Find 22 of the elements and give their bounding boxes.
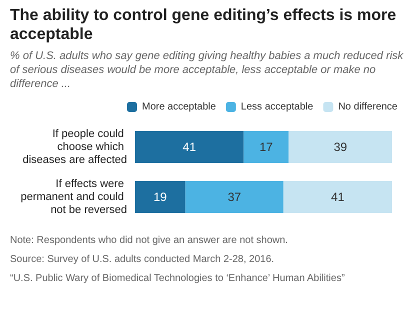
chart-title: The ability to control gene editing’s effects is more acceptable	[10, 6, 398, 44]
data-label: 37	[228, 190, 242, 204]
data-label: 41	[331, 190, 345, 204]
chart-subtitle: % of U.S. adults who say gene editing giving healthy babies a much reduced risk of serious diseases would be more acceptable, less acceptable or make no difference ...	[10, 49, 404, 91]
bar	[135, 181, 186, 213]
data-label: 41	[182, 140, 196, 154]
bar	[283, 181, 392, 213]
text: Note: Respondents who did not give an answer are not shown.	[10, 235, 289, 246]
legend-label: Less acceptable	[240, 102, 314, 112]
legend-label: No difference	[338, 102, 398, 112]
data-label: 17	[259, 140, 274, 154]
text: “U.S. Public Wary of Biomedical Technologies to ‘Enhance’ Human Abilities”	[10, 273, 346, 284]
bar	[185, 181, 284, 213]
data-label: 19	[153, 190, 168, 204]
bar	[244, 131, 289, 163]
y-tick-label: If people could choose which diseases are affected	[22, 128, 127, 166]
legend-label: More acceptable	[142, 102, 216, 112]
data-label: 39	[334, 140, 348, 154]
bar	[135, 131, 244, 163]
y-tick-label: If effects were permanent and could not be reversed	[20, 178, 127, 216]
bar	[288, 131, 392, 163]
source-note: Source: Survey of U.S. adults conducted March 2-28, 2016.	[10, 254, 276, 265]
